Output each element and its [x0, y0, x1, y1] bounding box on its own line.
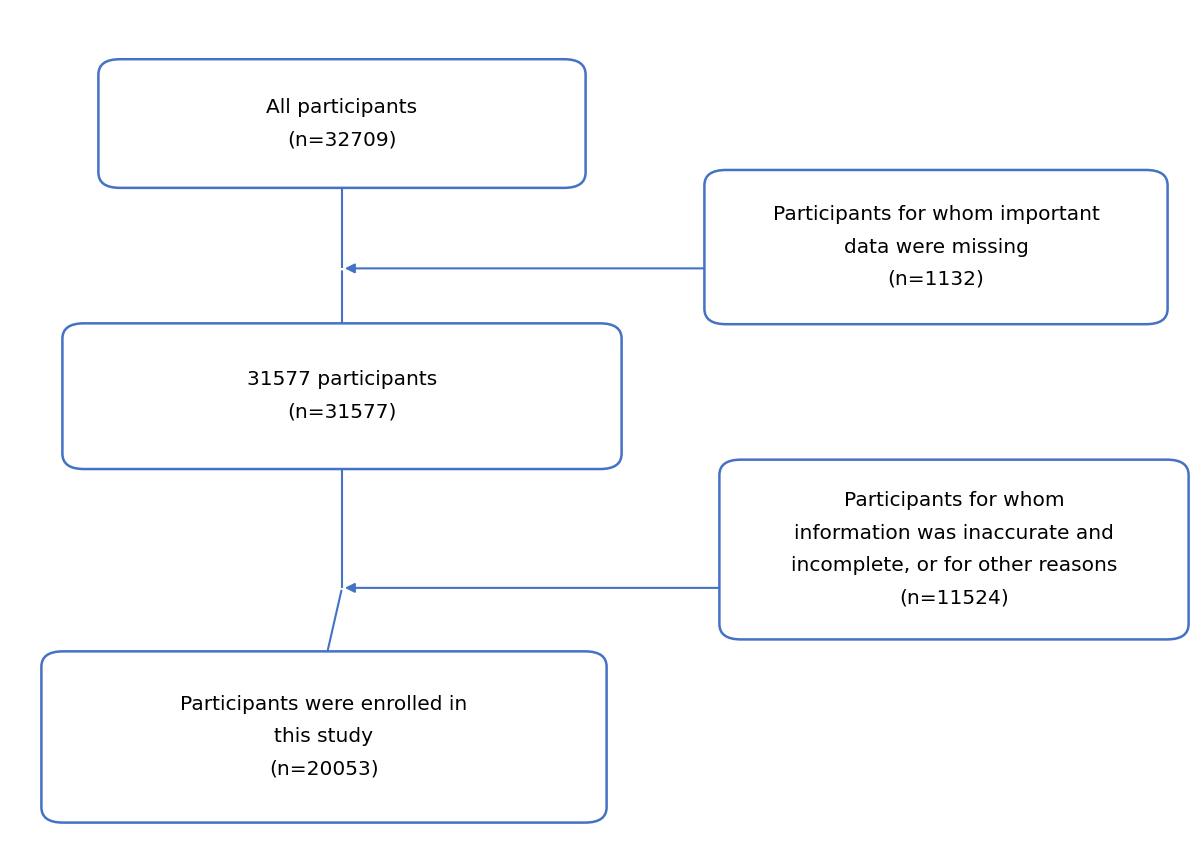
FancyBboxPatch shape [704, 170, 1168, 325]
Text: 31577 participants: 31577 participants [247, 371, 437, 389]
Text: (n=31577): (n=31577) [287, 403, 397, 422]
Text: (n=32709): (n=32709) [287, 130, 397, 149]
Text: (n=1132): (n=1132) [888, 270, 984, 289]
Text: All participants: All participants [266, 98, 418, 117]
Text: (n=20053): (n=20053) [269, 760, 379, 779]
FancyBboxPatch shape [42, 651, 606, 823]
Text: data were missing: data were missing [844, 238, 1028, 256]
FancyBboxPatch shape [62, 323, 622, 469]
FancyBboxPatch shape [98, 60, 586, 187]
Text: Participants for whom important: Participants for whom important [773, 205, 1099, 224]
Text: Participants for whom: Participants for whom [844, 492, 1064, 510]
Text: (n=11524): (n=11524) [899, 589, 1009, 607]
Text: this study: this study [275, 728, 373, 746]
FancyBboxPatch shape [720, 460, 1188, 639]
Text: information was inaccurate and: information was inaccurate and [794, 524, 1114, 543]
Text: Participants were enrolled in: Participants were enrolled in [180, 695, 468, 714]
Text: incomplete, or for other reasons: incomplete, or for other reasons [791, 556, 1117, 575]
